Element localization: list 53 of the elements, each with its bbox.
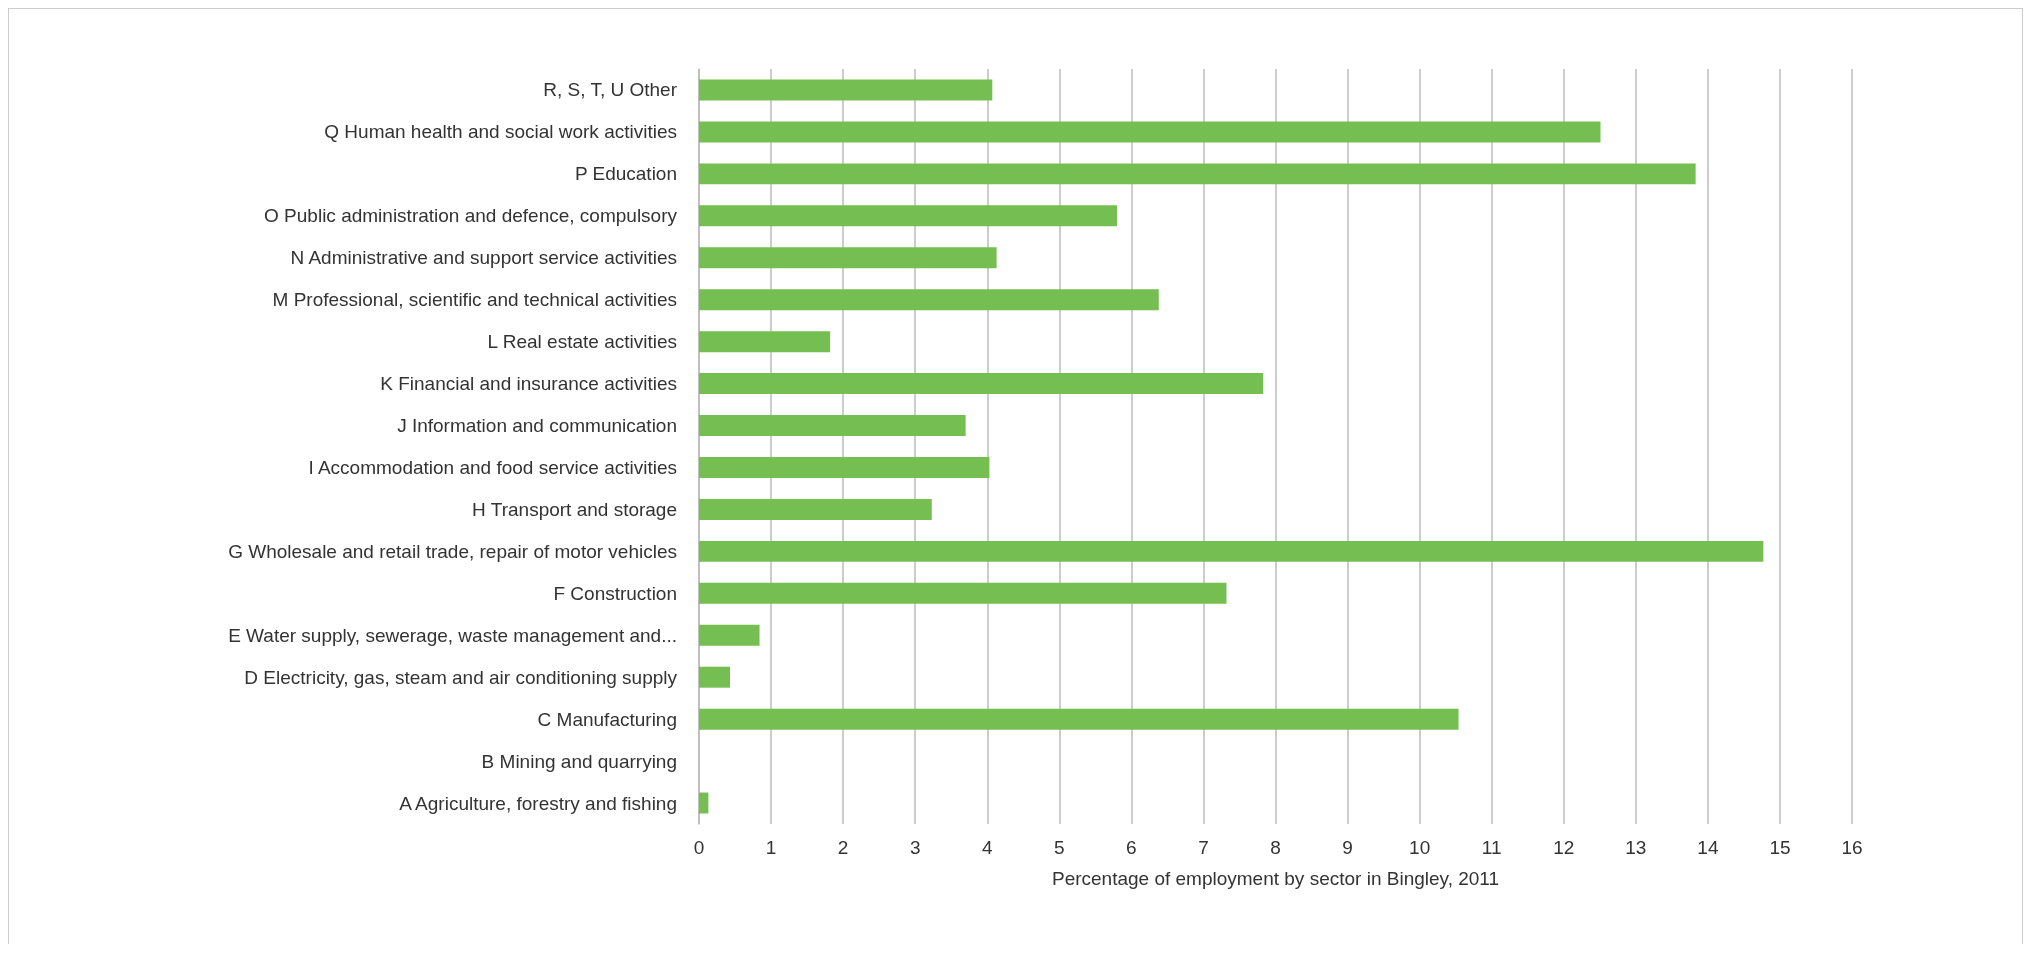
bar [699,121,1601,143]
bar [699,163,1696,185]
y-tick-label: N Administrative and support service activities [290,247,677,269]
x-tick-label: 13 [1625,837,1647,858]
bar [699,415,966,437]
bar [699,498,932,520]
y-tick-label: K Financial and insurance activities [380,373,677,395]
bar [699,79,993,101]
x-tick-label: 5 [1054,837,1065,858]
x-tick-label: 10 [1409,837,1431,858]
bar [699,373,1264,395]
bar [699,456,990,478]
y-tick-label: J Information and communication [397,415,677,437]
x-tick-label: 8 [1270,837,1281,858]
y-tick-label: M Professional, scientific and technical activities [272,289,677,311]
bar [699,792,709,814]
bar [699,540,1764,562]
y-tick-label: R, S, T, U Other [543,79,678,101]
y-tick-label: E Water supply, sewerage, waste management and... [228,624,677,646]
bar [699,247,997,269]
bar [699,624,760,646]
bar [699,708,1459,730]
bar [699,666,730,688]
bar [699,289,1159,311]
y-tick-label: A Agriculture, forestry and fishing [399,792,677,814]
bar [699,331,831,353]
y-tick-label: Q Human health and social work activities [324,121,677,143]
x-tick-label: 4 [981,837,993,858]
x-tick-label: 11 [1481,837,1502,858]
x-tick-label: 9 [1342,837,1353,858]
x-tick-label: 12 [1553,837,1575,858]
y-tick-label: O Public administration and defence, compulsory [264,205,678,227]
y-tick-label: F Construction [553,582,677,604]
x-tick-label: 1 [765,837,777,858]
x-tick-label: 6 [1126,837,1137,858]
x-tick-label: 7 [1198,837,1209,858]
bar [699,582,1227,604]
y-tick-label: I Accommodation and food service activities [308,456,677,478]
x-tick-label: 15 [1769,837,1791,858]
x-tick-label: 14 [1697,837,1719,858]
y-tick-label: L Real estate activities [487,331,677,353]
y-tick-label: H Transport and storage [472,498,677,520]
x-tick-label: 2 [837,837,849,858]
x-tick-label: 16 [1841,837,1863,858]
y-tick-label: C Manufacturing [537,708,677,730]
x-axis-title: Percentage of employment by sector in Bingley, 2011 [1051,868,1500,889]
y-tick-label: G Wholesale and retail trade, repair of motor vehicles [228,540,677,562]
y-tick-label: P Education [574,163,677,185]
bar [699,205,1117,227]
y-tick-label: D Electricity, gas, steam and air conditioning supply [244,666,678,688]
y-tick-label: B Mining and quarrying [481,750,677,772]
x-tick-label: 3 [909,837,921,858]
x-tick-label: 0 [693,837,705,858]
